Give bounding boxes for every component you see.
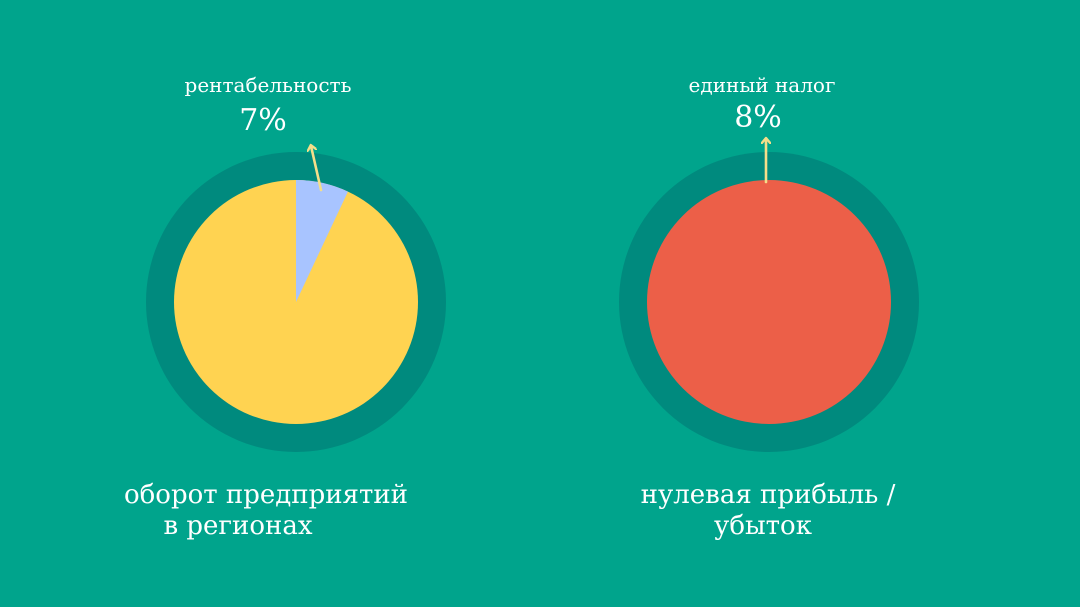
pie-chart-2: единый налог 8% нулевая прибыль / убыток	[619, 73, 919, 541]
pie-chart-2-slice-zero-profit	[647, 180, 891, 424]
pie-chart-1: рентабельность 7% оборот предприятий в р…	[124, 73, 446, 541]
pie-chart-2-callout-label: единый налог	[689, 73, 836, 97]
pie-chart-1-slice-profitability	[296, 180, 348, 302]
pie-chart-1-caption-line-2: в регионах	[163, 511, 312, 541]
pie-chart-1-callout-value: 7%	[239, 103, 287, 138]
pie-chart-1-callout-arrow	[311, 146, 323, 192]
pie-chart-2-caption-line-1: нулевая прибыль /	[641, 480, 896, 510]
pie-chart-1-caption-line-1: оборот предприятий	[124, 480, 408, 510]
pie-chart-2-caption-line-2: убыток	[714, 511, 812, 541]
pie-chart-1-callout-label: рентабельность	[185, 73, 352, 97]
pie-chart-2-callout-value: 8%	[734, 100, 782, 135]
